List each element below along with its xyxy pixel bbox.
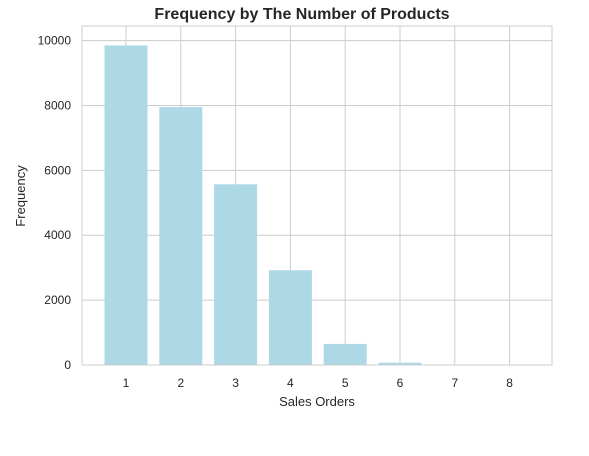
bar-2 [159,107,202,365]
x-axis-label: Sales Orders [279,394,355,409]
y-tick-label: 8000 [44,98,71,112]
bars-layer [105,45,532,365]
x-tick-label: 4 [287,376,294,390]
y-axis-label: Frequency [13,165,28,227]
y-tick-label: 2000 [44,293,71,307]
y-tick-label: 10000 [38,34,72,48]
bar-4 [269,270,312,365]
bar-3 [214,184,257,365]
plot-frame [82,26,552,365]
x-tick-label: 7 [451,376,458,390]
bar-1 [105,45,148,365]
y-tick-label: 4000 [44,228,71,242]
bar-5 [324,344,367,365]
grid-layer [82,26,552,365]
x-tick-label: 1 [123,376,130,390]
y-tick-labels: 0 2000 4000 6000 8000 10000 [38,34,72,372]
chart-title: Frequency by The Number of Products [154,6,449,23]
x-tick-label: 8 [506,376,513,390]
y-tick-label: 0 [64,358,71,372]
x-tick-label: 6 [397,376,404,390]
y-tick-label: 6000 [44,163,71,177]
x-tick-label: 5 [342,376,349,390]
x-tick-labels: 1 2 3 4 5 6 7 8 [123,376,514,390]
x-tick-label: 3 [232,376,239,390]
x-tick-label: 2 [177,376,184,390]
